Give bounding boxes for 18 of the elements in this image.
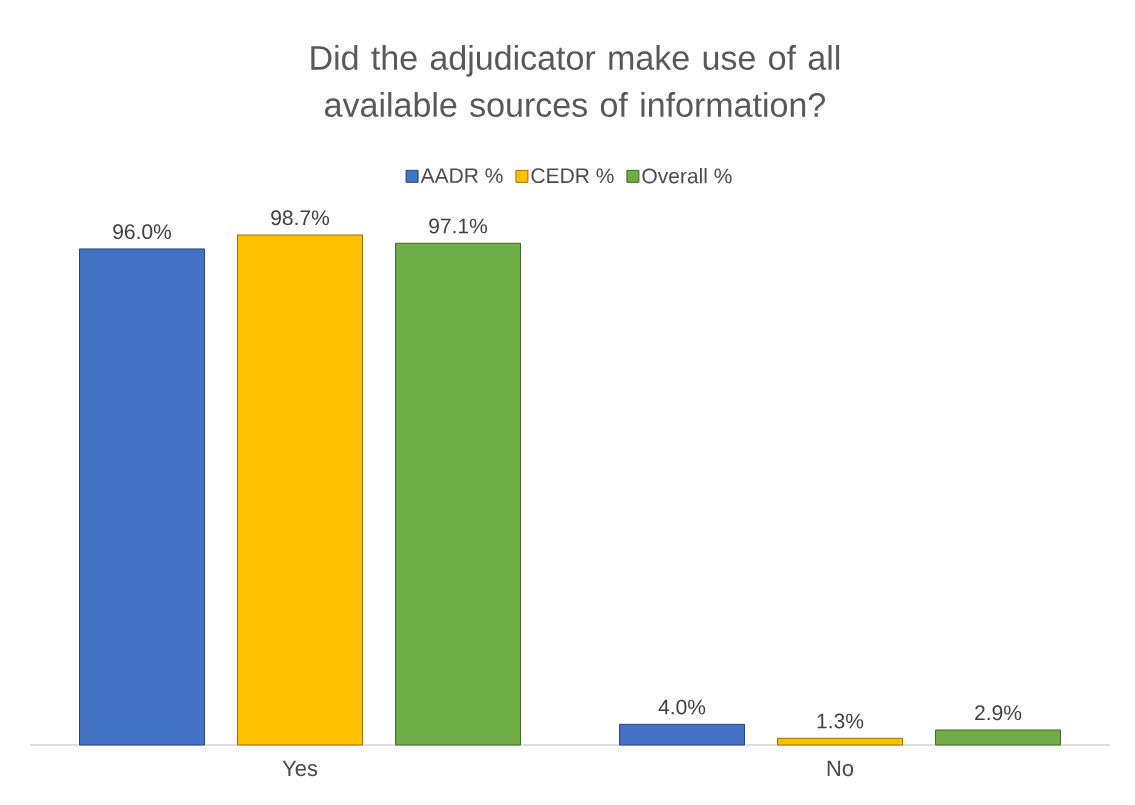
bar	[619, 723, 745, 746]
bar	[395, 242, 521, 746]
bar	[935, 729, 1062, 746]
data-label: 2.9%	[975, 705, 1022, 721]
data-label: 4.0%	[658, 699, 706, 715]
legend-label: CEDR %	[531, 168, 614, 184]
bar	[237, 234, 363, 746]
legend-label: Overall %	[642, 167, 732, 184]
data-label: 96.0%	[113, 224, 172, 240]
chart-title: Did the adjudicator make use of all available sources of information?	[311, 45, 840, 117]
data-label: 97.1%	[429, 218, 488, 234]
x-tick-label: No	[827, 760, 854, 777]
bar	[79, 248, 205, 746]
x-tick-label: Yes	[282, 760, 318, 777]
data-label: 1.3%	[817, 713, 864, 729]
legend-label: AADR %	[420, 168, 503, 183]
bar	[777, 737, 904, 746]
data-label: 98.7%	[271, 210, 330, 226]
